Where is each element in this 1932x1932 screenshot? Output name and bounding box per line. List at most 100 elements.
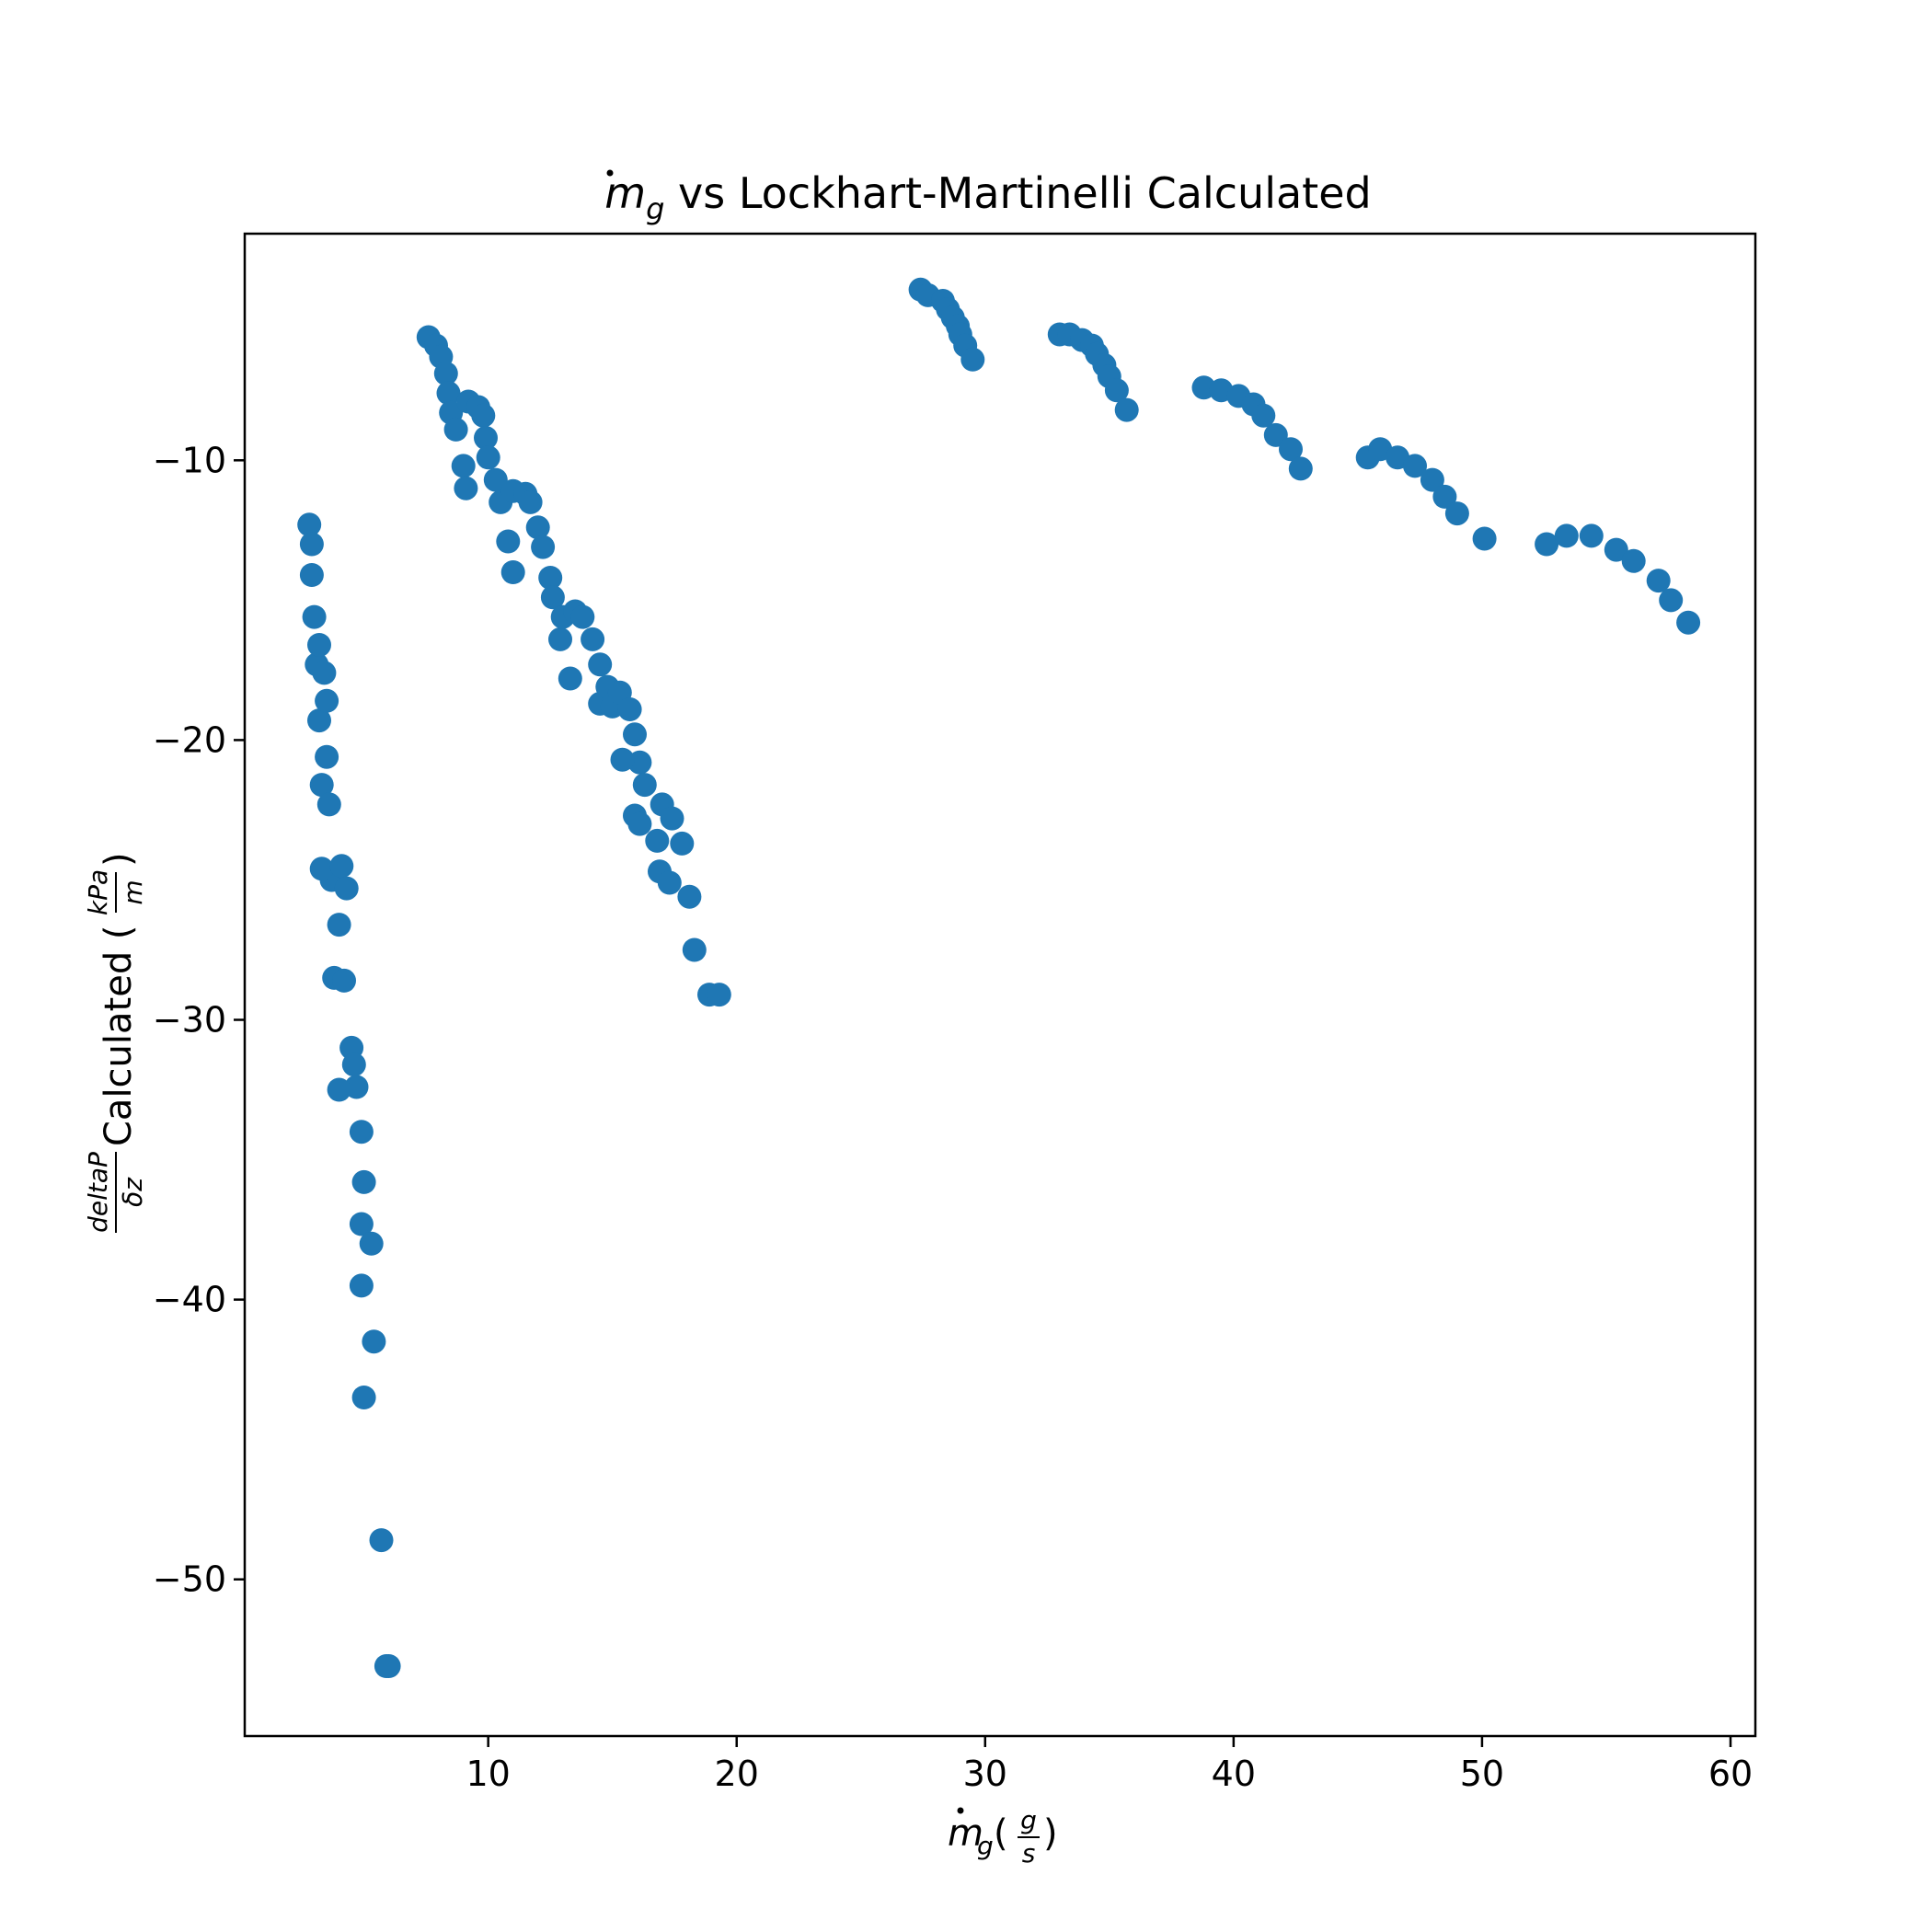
x-tick-label-4: 50 bbox=[1460, 1754, 1504, 1794]
data-point-1-10 bbox=[474, 426, 498, 450]
data-point-6-0 bbox=[1535, 532, 1559, 557]
xlabel-num: g bbox=[1020, 1805, 1037, 1835]
data-point-4-7 bbox=[1288, 456, 1313, 481]
x-axis-ticks: 10 20 30 40 50 60 bbox=[466, 1736, 1753, 1794]
data-point-4-5 bbox=[1263, 422, 1288, 447]
y-tick-label-2: −30 bbox=[153, 1000, 226, 1041]
data-point-1-46 bbox=[670, 831, 695, 856]
title-text: vs Lockhart-Martinelli Calculated bbox=[664, 168, 1371, 218]
data-point-0-10 bbox=[315, 744, 339, 769]
data-point-1-28 bbox=[570, 604, 595, 629]
data-point-1-39 bbox=[632, 773, 657, 798]
data-point-1-43 bbox=[645, 828, 670, 853]
data-point-1-6 bbox=[443, 417, 468, 442]
data-point-0-2 bbox=[299, 563, 324, 587]
data-point-0-22 bbox=[327, 1077, 351, 1102]
x-axis-label: m g ( g s ) bbox=[948, 1805, 1058, 1869]
data-point-1-30 bbox=[588, 652, 613, 677]
ylabel-num: deltaP bbox=[83, 1152, 113, 1233]
data-point-1-9 bbox=[471, 403, 496, 428]
data-point-0-17 bbox=[327, 913, 351, 937]
data-point-5-7 bbox=[1472, 526, 1497, 551]
y-axis-label: deltaP δz Calculated ( kPa m ) bbox=[83, 852, 148, 1233]
x-tick-label-2: 30 bbox=[963, 1754, 1007, 1794]
data-point-0-25 bbox=[349, 1212, 374, 1236]
data-point-1-23 bbox=[538, 566, 563, 590]
plot-frame bbox=[243, 232, 1757, 1738]
data-point-1-21 bbox=[525, 515, 550, 540]
data-points bbox=[297, 277, 1701, 1678]
data-point-6-2 bbox=[1579, 523, 1604, 548]
data-point-3-8 bbox=[1114, 397, 1139, 422]
data-point-1-22 bbox=[531, 535, 556, 559]
ylabel-unit-den: m bbox=[118, 880, 148, 904]
xlabel-var: m bbox=[948, 1812, 983, 1855]
ylabel-den: δz bbox=[118, 1177, 148, 1207]
data-point-5-5 bbox=[1432, 484, 1457, 509]
x-tick-label-3: 40 bbox=[1212, 1754, 1256, 1794]
y-axis-ticks: −10 −20 −30 −40 −50 bbox=[153, 440, 245, 1600]
data-point-1-52 bbox=[707, 983, 731, 1007]
data-point-6-5 bbox=[1646, 569, 1671, 593]
data-point-1-36 bbox=[617, 697, 642, 721]
y-tick-label-1: −20 bbox=[153, 719, 226, 760]
data-point-0-15 bbox=[329, 854, 354, 879]
data-point-0-30 bbox=[369, 1528, 394, 1553]
data-point-0-11 bbox=[316, 792, 341, 817]
data-point-0-0 bbox=[297, 512, 322, 537]
data-point-1-24 bbox=[540, 585, 565, 610]
data-point-1-50 bbox=[682, 937, 707, 962]
y-tick-label-4: −50 bbox=[153, 1559, 226, 1600]
data-point-1-11 bbox=[476, 445, 500, 470]
data-point-1-31 bbox=[558, 666, 582, 691]
data-point-0-3 bbox=[302, 604, 327, 629]
data-point-0-8 bbox=[312, 661, 337, 685]
data-point-1-19 bbox=[496, 529, 521, 554]
data-point-1-14 bbox=[483, 467, 508, 492]
xlabel-dot bbox=[957, 1807, 964, 1814]
x-tick-label-1: 20 bbox=[715, 1754, 759, 1794]
data-point-0-26 bbox=[359, 1231, 384, 1256]
data-point-3-7 bbox=[1104, 378, 1129, 403]
xlabel-den: s bbox=[1022, 1838, 1036, 1869]
data-point-0-5 bbox=[307, 633, 331, 657]
data-point-0-7 bbox=[309, 773, 334, 798]
data-point-0-16 bbox=[334, 876, 359, 901]
data-point-5-6 bbox=[1444, 501, 1469, 526]
title-dot bbox=[606, 169, 614, 177]
y-tick-label-3: −40 bbox=[153, 1280, 226, 1320]
data-point-0-6 bbox=[307, 708, 331, 733]
xlabel-close: ) bbox=[1043, 1812, 1058, 1855]
data-point-6-4 bbox=[1621, 548, 1646, 573]
xlabel-open: ( bbox=[994, 1812, 1008, 1855]
data-point-0-29 bbox=[351, 1386, 376, 1409]
data-point-6-1 bbox=[1554, 523, 1579, 548]
data-point-0-1 bbox=[299, 532, 324, 557]
data-point-2-8 bbox=[960, 347, 985, 372]
data-point-6-3 bbox=[1604, 537, 1628, 562]
data-point-0-9 bbox=[315, 688, 339, 713]
data-point-1-37 bbox=[623, 722, 647, 747]
data-point-1-45 bbox=[660, 806, 684, 831]
data-point-1-49 bbox=[677, 884, 702, 909]
data-point-1-12 bbox=[451, 454, 476, 478]
title-var: m bbox=[604, 168, 646, 218]
data-point-1-13 bbox=[454, 476, 478, 500]
data-point-5-3 bbox=[1403, 454, 1427, 478]
data-point-0-23 bbox=[349, 1120, 374, 1144]
title-sub: g bbox=[646, 191, 664, 226]
y-tick-label-0: −10 bbox=[153, 440, 226, 480]
data-point-1-42 bbox=[627, 811, 652, 836]
data-point-0-13 bbox=[309, 857, 334, 881]
data-point-0-18 bbox=[332, 968, 356, 993]
data-point-1-20 bbox=[500, 560, 525, 584]
chart-title: mg vs Lockhart-Martinelli Calculated bbox=[604, 168, 1371, 226]
x-tick-label-0: 10 bbox=[466, 1754, 510, 1794]
data-point-1-18 bbox=[518, 489, 543, 514]
data-point-0-28 bbox=[362, 1329, 386, 1354]
data-point-1-40 bbox=[610, 747, 635, 772]
data-point-1-25 bbox=[548, 627, 572, 651]
data-point-4-6 bbox=[1279, 437, 1303, 462]
ylabel-unit-num: kPa bbox=[83, 869, 113, 915]
